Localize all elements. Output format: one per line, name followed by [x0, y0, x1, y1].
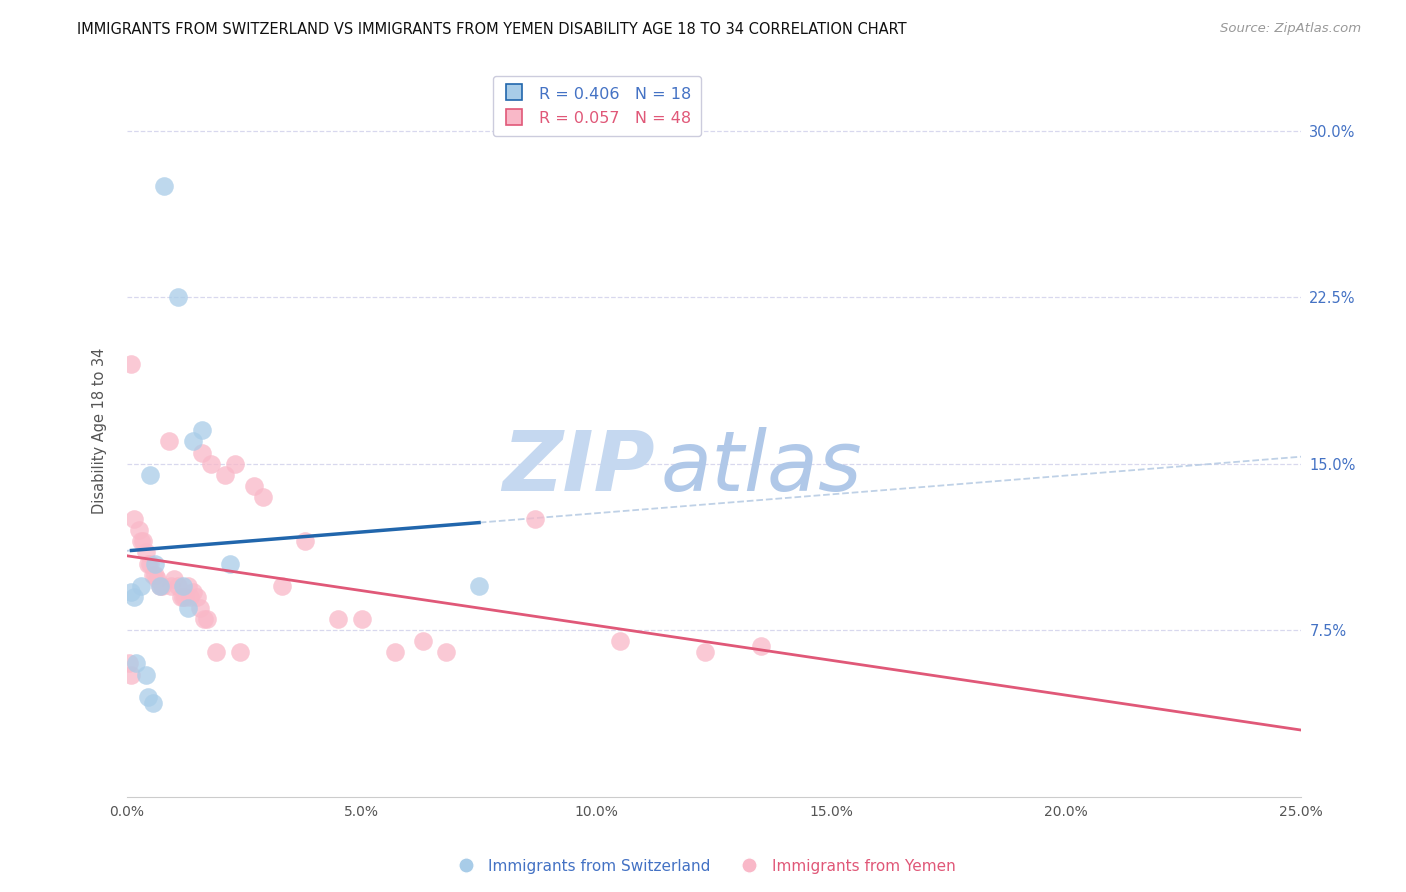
- Point: [214, 467, 236, 482]
- Point: [146, 572, 169, 586]
- Point: [122, 512, 145, 526]
- Point: [125, 657, 148, 671]
- Point: [132, 534, 155, 549]
- Point: [242, 479, 264, 493]
- Point: [139, 557, 162, 571]
- Point: [434, 645, 457, 659]
- Legend: R = 0.406   N = 18, R = 0.057   N = 48: R = 0.406 N = 18, R = 0.057 N = 48: [494, 76, 702, 136]
- Point: [143, 557, 166, 571]
- Point: [468, 579, 491, 593]
- Point: [177, 601, 200, 615]
- Point: [136, 557, 159, 571]
- Point: [228, 645, 250, 659]
- Point: [170, 590, 193, 604]
- Point: [174, 590, 197, 604]
- Point: [252, 490, 274, 504]
- Point: [181, 434, 204, 449]
- Point: [143, 567, 166, 582]
- Point: [749, 639, 772, 653]
- Point: [139, 467, 162, 482]
- Text: Source: ZipAtlas.com: Source: ZipAtlas.com: [1220, 22, 1361, 36]
- Point: [150, 579, 173, 593]
- Point: [270, 579, 292, 593]
- Point: [191, 445, 214, 459]
- Point: [121, 357, 143, 371]
- Point: [122, 590, 145, 604]
- Point: [121, 585, 143, 599]
- Point: [120, 667, 142, 681]
- Point: [177, 579, 200, 593]
- Point: [129, 534, 152, 549]
- Point: [149, 579, 172, 593]
- Point: [609, 634, 631, 648]
- Point: [160, 579, 183, 593]
- Point: [191, 423, 214, 437]
- Text: IMMIGRANTS FROM SWITZERLAND VS IMMIGRANTS FROM YEMEN DISABILITY AGE 18 TO 34 COR: IMMIGRANTS FROM SWITZERLAND VS IMMIGRANT…: [77, 22, 907, 37]
- Point: [135, 667, 157, 681]
- Point: [186, 590, 208, 604]
- Point: [412, 634, 434, 648]
- Point: [128, 523, 150, 537]
- Point: [294, 534, 316, 549]
- Legend: Immigrants from Switzerland, Immigrants from Yemen: Immigrants from Switzerland, Immigrants …: [444, 853, 962, 880]
- Point: [167, 579, 190, 593]
- Point: [200, 457, 222, 471]
- Point: [142, 567, 165, 582]
- Point: [136, 690, 159, 704]
- Point: [193, 612, 215, 626]
- Point: [693, 645, 716, 659]
- Point: [135, 545, 157, 559]
- Point: [142, 697, 165, 711]
- Y-axis label: Disability Age 18 to 34: Disability Age 18 to 34: [93, 347, 107, 514]
- Point: [157, 434, 180, 449]
- Point: [129, 579, 152, 593]
- Point: [524, 512, 547, 526]
- Point: [188, 601, 211, 615]
- Text: ZIP: ZIP: [502, 426, 655, 508]
- Point: [181, 585, 204, 599]
- Point: [167, 290, 190, 304]
- Point: [172, 579, 194, 593]
- Point: [172, 590, 194, 604]
- Point: [219, 557, 242, 571]
- Point: [149, 579, 172, 593]
- Point: [384, 645, 406, 659]
- Point: [195, 612, 218, 626]
- Point: [179, 590, 201, 604]
- Text: atlas: atlas: [661, 426, 863, 508]
- Point: [224, 457, 246, 471]
- Point: [326, 612, 349, 626]
- Point: [350, 612, 373, 626]
- Point: [205, 645, 228, 659]
- Point: [118, 657, 141, 671]
- Point: [153, 179, 176, 194]
- Point: [163, 572, 186, 586]
